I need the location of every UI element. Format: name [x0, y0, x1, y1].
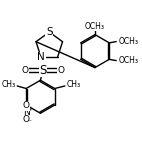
- Text: O: O: [21, 66, 28, 75]
- Text: +: +: [27, 107, 32, 112]
- Text: OCH₃: OCH₃: [85, 22, 105, 31]
- Text: N: N: [37, 52, 45, 62]
- Text: O: O: [23, 115, 30, 124]
- Text: O: O: [23, 101, 30, 110]
- Text: N: N: [23, 108, 30, 117]
- Text: S: S: [46, 27, 53, 37]
- Text: CH₃: CH₃: [1, 80, 15, 89]
- Text: OCH₃: OCH₃: [119, 56, 139, 65]
- Text: O: O: [58, 66, 65, 75]
- Text: S: S: [39, 64, 47, 77]
- Text: OCH₃: OCH₃: [119, 37, 139, 46]
- Text: ⁻: ⁻: [28, 117, 32, 126]
- Text: CH₃: CH₃: [67, 80, 81, 89]
